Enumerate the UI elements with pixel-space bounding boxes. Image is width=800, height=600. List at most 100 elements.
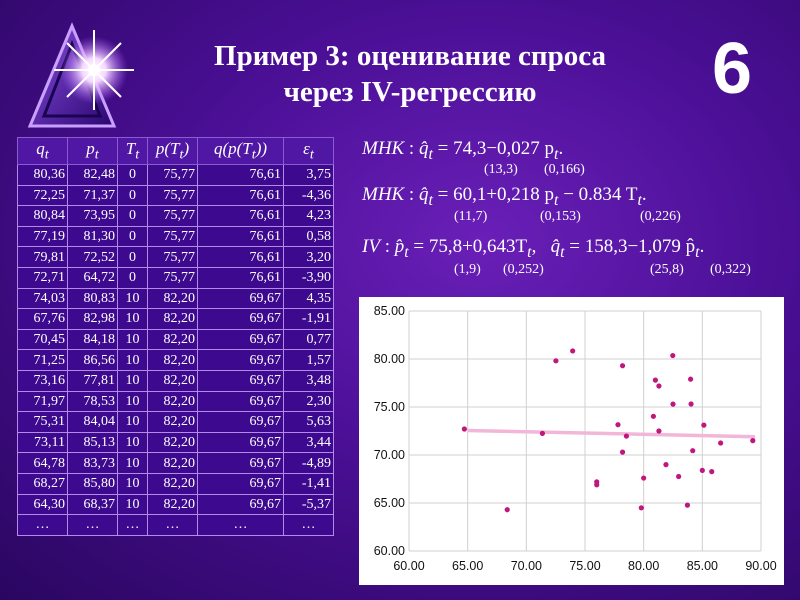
table-cell: 75,77 bbox=[147, 164, 198, 186]
table-cell: 0 bbox=[117, 184, 148, 207]
table-cell: 84,04 bbox=[67, 411, 118, 433]
scatter-point bbox=[676, 473, 682, 480]
equation-label: МНК bbox=[362, 184, 405, 205]
table-cell: 76,61 bbox=[197, 225, 284, 248]
table-cell: 77,19 bbox=[17, 225, 68, 248]
table-cell: 10 bbox=[117, 287, 148, 310]
table-cell: 82,20 bbox=[147, 431, 198, 454]
se-ols-2-a: (11,7) bbox=[454, 209, 488, 224]
table-cell: 80,84 bbox=[17, 205, 68, 227]
table-cell: 82,20 bbox=[147, 287, 198, 310]
table-cell: 0 bbox=[117, 246, 148, 268]
table-cell: 0 bbox=[117, 164, 148, 186]
table-cell: 75,77 bbox=[147, 266, 198, 289]
table-cell: 83,73 bbox=[67, 452, 118, 474]
x-tick-label: 75.00 bbox=[569, 559, 600, 573]
table-row: ……………… bbox=[17, 514, 334, 536]
scatter-point bbox=[688, 401, 694, 407]
scatter-point bbox=[461, 426, 467, 432]
table-cell: -4,36 bbox=[283, 184, 334, 207]
equation-text-1: 75,8+0,643T bbox=[428, 236, 528, 257]
x-tick-label: 65.00 bbox=[452, 559, 483, 573]
table-row: 71,97 78,53 10 82,20 69,67 2,30 bbox=[17, 390, 334, 413]
fit-line bbox=[467, 428, 756, 439]
scatter-point bbox=[656, 428, 662, 434]
equation-ols-1: МНК : q̂t = 74,3−0,027 pt. bbox=[362, 138, 564, 163]
x-tick-label: 80.00 bbox=[628, 559, 659, 573]
table-cell: 10 bbox=[117, 369, 148, 392]
table-cell: 72,71 bbox=[17, 266, 68, 289]
y-tick-label: 85.00 bbox=[374, 304, 405, 318]
table-cell: 69,67 bbox=[197, 472, 284, 495]
table-cell: 10 bbox=[117, 431, 148, 454]
table-row: 80,84 73,95 0 75,77 76,61 4,23 bbox=[17, 205, 334, 227]
slide-number: 6 bbox=[712, 29, 753, 109]
table-cell: 4,23 bbox=[283, 205, 334, 227]
table-cell: 10 bbox=[117, 308, 148, 330]
table-cell: 81,30 bbox=[67, 225, 118, 248]
table-cell: 82,20 bbox=[147, 328, 198, 351]
scatter-point bbox=[615, 422, 621, 428]
table-cell: 0,58 bbox=[283, 225, 334, 248]
equation-text-2: 158,3−1,079 p̂ bbox=[584, 236, 696, 257]
table-cell: 0 bbox=[117, 205, 148, 227]
table-cell: 3,20 bbox=[283, 246, 334, 268]
table-cell: … bbox=[197, 514, 284, 536]
table-cell: 69,67 bbox=[197, 452, 284, 474]
scatter-point bbox=[619, 449, 626, 455]
star-burst-icon bbox=[27, 22, 134, 128]
scatter-point bbox=[709, 469, 715, 475]
scatter-point bbox=[688, 376, 694, 382]
table-header-cell: qt bbox=[17, 137, 68, 165]
table-cell: 82,98 bbox=[67, 308, 118, 330]
table-cell: 82,20 bbox=[147, 472, 198, 495]
table-cell: 0 bbox=[117, 266, 148, 289]
table-row: 70,45 84,18 10 82,20 69,67 0,77 bbox=[17, 328, 334, 351]
table-cell: 82,20 bbox=[147, 411, 198, 433]
table-row: 73,11 85,13 10 82,20 69,67 3,44 bbox=[17, 431, 334, 454]
equation-text-2: − 0.834 T bbox=[558, 184, 638, 205]
scatter-chart-panel: 60.00 65.00 70.00 75.00 80.00 85.00 90.00 60.00… bbox=[359, 297, 784, 585]
table-row: 64,30 68,37 10 82,20 69,67 -5,37 bbox=[17, 493, 334, 516]
se-iv-c: (25,8) bbox=[650, 262, 684, 277]
table-cell: 4,35 bbox=[283, 287, 334, 310]
se-ols-2-b: (0,153) bbox=[540, 209, 581, 224]
table-cell: 69,67 bbox=[197, 349, 284, 371]
y-tick-label: 65.00 bbox=[374, 496, 405, 510]
scatter-point bbox=[570, 348, 576, 354]
y-tick-label: 60.00 bbox=[374, 544, 405, 558]
scatter-point bbox=[623, 433, 630, 439]
scatter-point bbox=[539, 430, 546, 436]
table-cell: 82,20 bbox=[147, 390, 198, 413]
scatter-point bbox=[718, 440, 724, 446]
x-tick-label: 70.00 bbox=[511, 559, 542, 573]
table-cell: 64,30 bbox=[17, 493, 68, 516]
table-cell: 75,77 bbox=[147, 205, 198, 227]
table-row: 73,16 77,81 10 82,20 69,67 3,48 bbox=[17, 369, 334, 392]
table-cell: 79,81 bbox=[17, 246, 68, 268]
table-cell: 64,72 bbox=[67, 266, 118, 289]
y-tick-label: 80.00 bbox=[374, 352, 405, 366]
table-row: 64,78 83,73 10 82,20 69,67 -4,89 bbox=[17, 452, 334, 474]
x-tick-label: 60.00 bbox=[393, 559, 424, 573]
table-cell: 84,18 bbox=[67, 328, 118, 351]
table-cell: … bbox=[17, 514, 68, 536]
table-cell: 75,77 bbox=[147, 225, 198, 248]
data-table: qt pt Tt p(Tt) q(p(Tt)) εt 80,36 82,48 0 75,77 76… bbox=[17, 137, 334, 536]
table-cell: 75,77 bbox=[147, 184, 198, 207]
table-cell: 74,03 bbox=[17, 287, 68, 310]
table-cell: 86,56 bbox=[67, 349, 118, 371]
scatter-chart: 60.00 65.00 70.00 75.00 80.00 85.00 90.00 60.00… bbox=[374, 304, 777, 573]
se-iv-b: (0,252) bbox=[503, 262, 544, 277]
y-tick-label: 70.00 bbox=[374, 448, 405, 462]
slide-title: Пример 3: оценивание спроса через IV-рег… bbox=[150, 38, 670, 110]
table-cell: 76,61 bbox=[197, 246, 284, 268]
table-row: 71,25 86,56 10 82,20 69,67 1,57 bbox=[17, 349, 334, 371]
scatter-point bbox=[670, 352, 676, 359]
equation-text: 60,1+0,218 p bbox=[453, 184, 555, 205]
table-cell: 80,36 bbox=[17, 164, 68, 186]
table-cell: 10 bbox=[117, 328, 148, 351]
table-cell: 70,45 bbox=[17, 328, 68, 351]
table-cell: 71,25 bbox=[17, 349, 68, 371]
table-cell: 69,67 bbox=[197, 493, 284, 516]
